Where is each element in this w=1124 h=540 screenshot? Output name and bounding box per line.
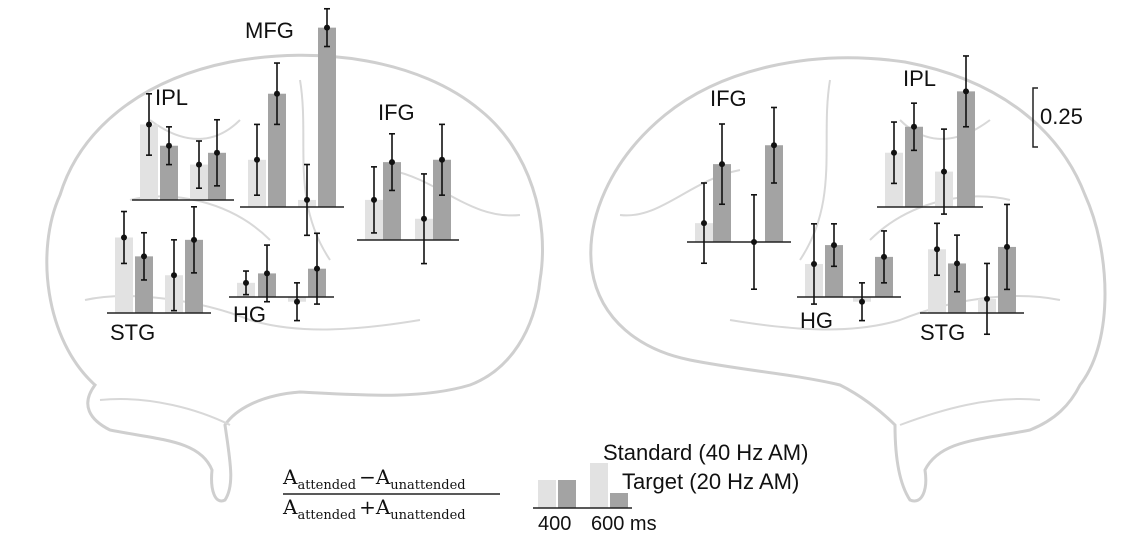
legend-swatch <box>538 480 556 508</box>
mean-dot <box>719 161 725 168</box>
mean-dot <box>254 156 260 163</box>
mean-dot <box>859 298 865 305</box>
mean-dot <box>963 88 969 95</box>
scale-bracket <box>1032 87 1038 148</box>
left-brain <box>45 53 544 503</box>
mean-dot <box>934 246 940 253</box>
symbol: A <box>375 465 391 489</box>
region-label: IFG <box>710 86 747 111</box>
mean-dot <box>911 123 917 130</box>
mean-dot <box>371 196 377 203</box>
subscript: unattended <box>390 478 465 493</box>
bar <box>433 159 451 240</box>
region-chart: IFG <box>687 86 791 291</box>
mean-dot <box>771 142 777 149</box>
legend-swatch <box>590 463 608 508</box>
bar <box>318 27 336 207</box>
mean-dot <box>811 260 817 267</box>
subscript: attended <box>297 478 356 493</box>
legend-category: 400 <box>538 513 571 535</box>
bar <box>135 256 153 313</box>
formula-denominator: Aattended +Aunattended <box>282 495 466 523</box>
subscript: attended <box>297 508 356 523</box>
bar <box>160 145 178 200</box>
formula-numerator: Aattended −Aunattended <box>282 465 466 493</box>
bar <box>928 249 946 313</box>
bar <box>185 239 203 313</box>
brain-outline <box>589 56 1107 503</box>
legend-label: Standard (40 Hz AM) <box>603 440 808 465</box>
symbol: A <box>375 495 391 519</box>
mean-dot <box>984 295 990 302</box>
mean-dot <box>243 279 249 286</box>
right-brain <box>589 56 1107 503</box>
mean-dot <box>196 161 202 168</box>
region-label: IPL <box>903 66 936 91</box>
operator: − <box>359 465 376 489</box>
symbol: A <box>282 495 298 519</box>
mean-dot <box>314 265 320 272</box>
bar <box>825 245 843 297</box>
mean-dot <box>294 298 300 305</box>
mean-dot <box>1004 243 1010 250</box>
region-chart: STG <box>107 206 211 345</box>
symbol: A <box>282 465 298 489</box>
mean-dot <box>831 242 837 249</box>
region-chart: HG <box>797 223 901 333</box>
mean-dot <box>751 239 757 245</box>
region-label: STG <box>920 320 965 345</box>
scale-bar: 0.25 <box>1032 87 1083 148</box>
legend-swatch <box>558 480 576 508</box>
mean-dot <box>304 196 310 203</box>
legend-category: 600 ms <box>591 513 657 535</box>
region-chart: IPL <box>877 55 983 215</box>
region-label: IPL <box>155 85 188 110</box>
legend-swatch <box>610 493 628 508</box>
mean-dot <box>881 253 887 260</box>
mean-dot <box>141 253 147 260</box>
bar <box>383 162 401 240</box>
mean-dot <box>324 24 330 31</box>
mean-dot <box>146 121 152 128</box>
region-label: HG <box>800 308 833 333</box>
mean-dot <box>214 149 220 156</box>
bar <box>765 145 783 242</box>
scale-label: 0.25 <box>1040 104 1083 129</box>
region-chart: MFG <box>240 7 344 237</box>
mean-dot <box>171 272 177 279</box>
mean-dot <box>389 159 395 166</box>
region-chart: HG <box>229 232 334 327</box>
region-chart: STG <box>920 203 1024 345</box>
mean-dot <box>191 236 197 243</box>
mean-dot <box>264 270 270 277</box>
operator: + <box>359 495 376 519</box>
mean-dot <box>274 90 280 97</box>
brain-outline <box>45 53 544 503</box>
mean-dot <box>166 142 172 149</box>
formula: Aattended −Aunattended Aattended +Aunatten… <box>282 465 500 523</box>
region-chart: IPL <box>132 85 234 201</box>
bar <box>140 124 158 200</box>
bar <box>957 91 975 207</box>
mean-dot <box>439 156 445 163</box>
region-label: HG <box>233 302 266 327</box>
bar <box>905 126 923 207</box>
region-label: STG <box>110 320 155 345</box>
mean-dot <box>941 168 947 175</box>
mean-dot <box>891 149 897 156</box>
mean-dot <box>121 234 127 241</box>
region-label: IFG <box>378 100 415 125</box>
region-label: MFG <box>245 18 294 43</box>
bar <box>115 237 133 313</box>
subscript: unattended <box>390 508 465 523</box>
legend: Standard (40 Hz AM) Target (20 Hz AM) 400 6… <box>533 440 808 535</box>
brain-folds <box>84 79 521 426</box>
legend-label: Target (20 Hz AM) <box>622 469 799 494</box>
bar <box>268 93 286 207</box>
mean-dot <box>954 260 960 267</box>
region-chart: IFG <box>357 100 459 265</box>
mean-dot <box>421 215 427 222</box>
mean-dot <box>701 220 707 227</box>
